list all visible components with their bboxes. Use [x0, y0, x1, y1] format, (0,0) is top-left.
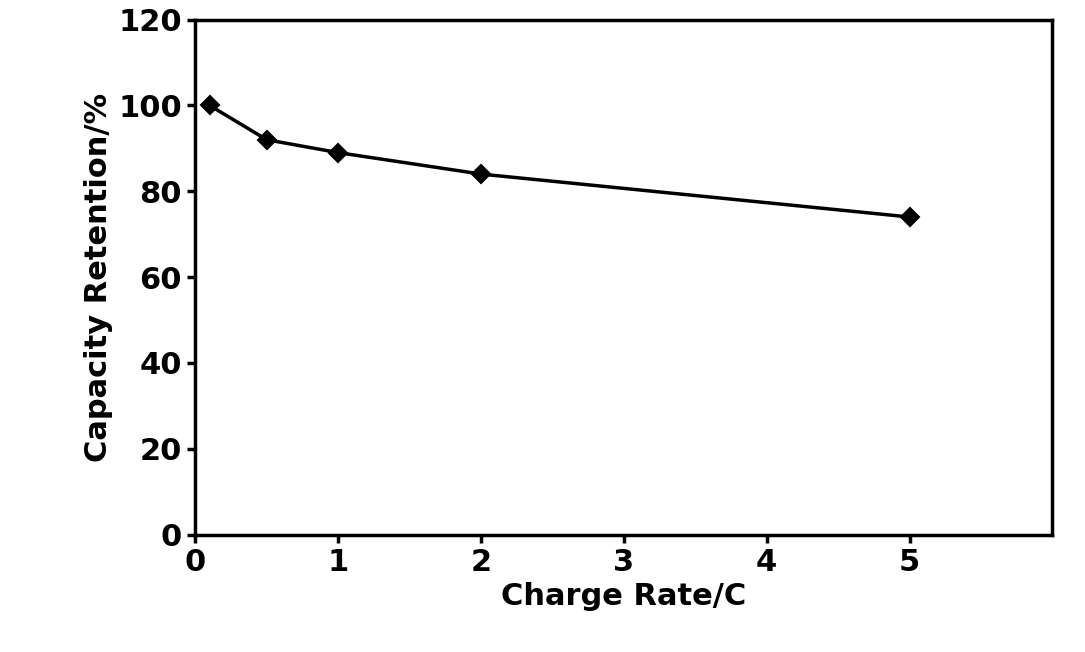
Y-axis label: Capacity Retention/%: Capacity Retention/% — [84, 93, 113, 462]
X-axis label: Charge Rate/C: Charge Rate/C — [501, 582, 746, 612]
